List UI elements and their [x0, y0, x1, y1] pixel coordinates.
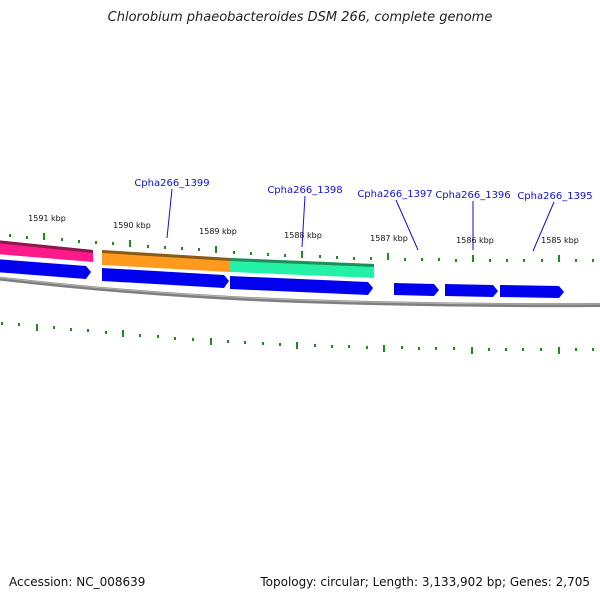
gene-label[interactable]: Cpha266_1398 — [267, 185, 342, 196]
genome-backbone-highlight — [0, 277, 600, 305]
feature-band-magenta — [0, 240, 93, 262]
scale-label: 1591 kbp — [28, 214, 66, 223]
gene-label-leaders — [166, 188, 555, 252]
gene-arrow[interactable] — [102, 268, 229, 288]
genome-backbone — [0, 276, 600, 308]
gene-arrow[interactable] — [445, 284, 498, 297]
gene-arrow[interactable] — [500, 285, 564, 298]
genome-stats-label: Topology: circular; Length: 3,133,902 bp… — [260, 575, 590, 589]
gene-arrows — [0, 259, 564, 298]
gene-label[interactable]: Cpha266_1399 — [134, 178, 209, 189]
gene-label[interactable]: Cpha266_1397 — [357, 189, 432, 200]
scale-label: 1585 kbp — [541, 236, 579, 245]
feature-band-orange — [102, 250, 230, 272]
gene-label[interactable]: Cpha266_1395 — [517, 191, 592, 202]
scale-label: 1587 kbp — [370, 234, 408, 243]
outer-tick-marks — [9, 233, 594, 262]
feature-band-teal-edge — [230, 258, 374, 267]
inner-tick-marks — [1, 322, 594, 354]
gene-arrow[interactable] — [0, 259, 91, 279]
scale-label: 1590 kbp — [113, 221, 151, 230]
scale-label: 1589 kbp — [199, 227, 237, 236]
gene-arrow[interactable] — [230, 276, 373, 295]
feature-band-magenta-edge — [0, 240, 93, 253]
scale-label: 1586 kbp — [456, 236, 494, 245]
map-title: Chlorobium phaeobacteroides DSM 266, com… — [107, 10, 493, 25]
accession-label: Accession: NC_008639 — [9, 575, 146, 589]
gene-arrow[interactable] — [394, 283, 439, 296]
gene-label[interactable]: Cpha266_1396 — [435, 190, 510, 201]
feature-band-orange-edge — [102, 250, 230, 261]
